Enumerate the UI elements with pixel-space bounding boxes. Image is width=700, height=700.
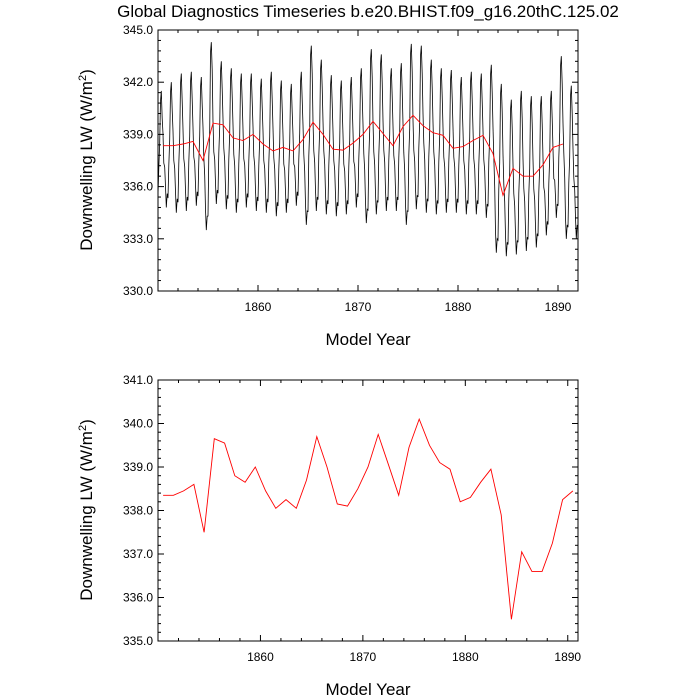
top-ytick-label: 339.0 (123, 127, 153, 141)
figure-title: Global Diagnostics Timeseries b.e20.BHIS… (117, 2, 619, 21)
bottom-ytick-label: 335.0 (123, 634, 153, 648)
top-plot-frame (157, 29, 579, 292)
bottom-ylabel-close: ) (77, 419, 96, 425)
top-xtick-label: 1880 (445, 300, 472, 314)
top-xtick-label: 1870 (345, 300, 372, 314)
top-xtick-label: 1890 (545, 300, 572, 314)
top-ytick-label: 336.0 (123, 180, 153, 194)
top-ytick-label: 345.0 (123, 23, 153, 37)
bottom-ytick-label: 341.0 (123, 373, 153, 387)
bottom-ylabel-main: Downwelling LW (W/m (77, 431, 96, 601)
bottom-plot-frame (157, 379, 579, 642)
bottom-ytick-label: 336.0 (123, 591, 153, 605)
top-ylabel-close: ) (77, 69, 96, 75)
bottom-xtick-label: 1870 (350, 650, 377, 664)
top-y-axis-label: Downwelling LW (W/m2) (77, 69, 96, 251)
bottom-ylabel-sup: 2 (77, 425, 89, 431)
bottom-ytick-label: 337.0 (123, 547, 153, 561)
top-panel: 330.0 333.0 336.0 339.0 342.0 345.0 1860 1870 18… (77, 23, 579, 349)
bottom-x-axis-label: Model Year (325, 680, 410, 699)
bottom-ytick-label: 340.0 (123, 417, 153, 431)
top-ylabel-main: Downwelling LW (W/m (77, 81, 96, 251)
top-ytick-label: 333.0 (123, 232, 153, 246)
bottom-xtick-label: 1890 (554, 650, 581, 664)
bottom-annual-line (163, 417, 574, 620)
top-annual-line (163, 114, 564, 197)
top-ytick-label: 342.0 (123, 75, 153, 89)
top-series (157, 42, 578, 257)
bottom-series (163, 417, 574, 620)
top-ytick-label: 330.0 (123, 284, 153, 298)
top-ticks: 330.0 333.0 336.0 339.0 342.0 345.0 1860 1870 18… (123, 23, 579, 314)
bottom-panel: 335.0 336.0 337.0 338.0 339.0 340.0 341.0 1860 1… (77, 373, 581, 699)
bottom-ticks: 335.0 336.0 337.0 338.0 339.0 340.0 341.0 1860 1… (123, 373, 581, 664)
bottom-xtick-label: 1860 (247, 650, 274, 664)
top-xtick-label: 1860 (245, 300, 272, 314)
bottom-ytick-label: 338.0 (123, 504, 153, 518)
bottom-y-axis-label: Downwelling LW (W/m2) (77, 419, 96, 601)
bottom-ytick-label: 339.0 (123, 460, 153, 474)
top-monthly-line (157, 42, 578, 257)
bottom-xtick-label: 1880 (452, 650, 479, 664)
top-x-axis-label: Model Year (325, 330, 410, 349)
top-ylabel-sup: 2 (77, 75, 89, 81)
